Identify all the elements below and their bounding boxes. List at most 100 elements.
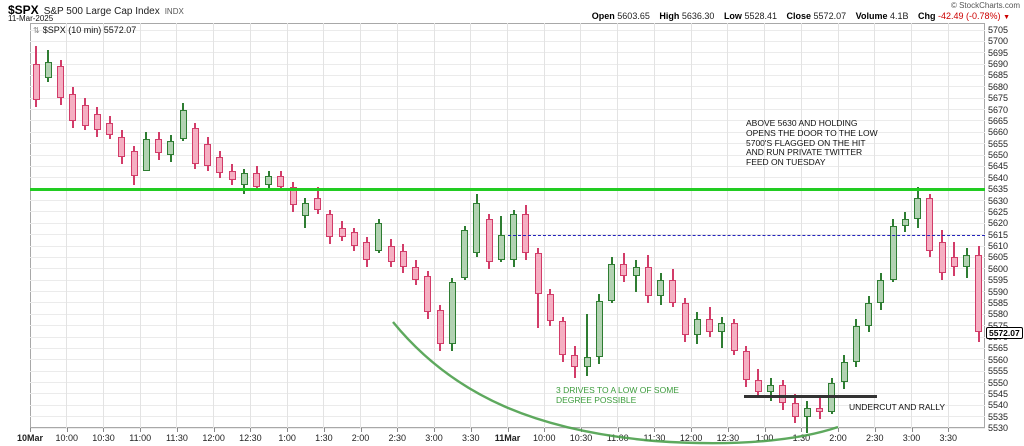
x-axis-tick-label: 10Mar <box>16 433 44 443</box>
x-axis-tick-label: 10:00 <box>55 433 78 443</box>
chart-legend: ⇅ $SPX (10 min) 5572.07 <box>33 25 136 35</box>
candle-body <box>926 198 934 251</box>
x-axis-tick <box>323 428 325 432</box>
y-axis-tick-label: 5660 <box>988 127 1009 138</box>
gridline-vertical <box>764 23 766 428</box>
symbol-exchange: INDX <box>164 7 184 16</box>
candle-body <box>326 214 334 237</box>
candle-body <box>93 114 101 131</box>
candle-body <box>118 136 126 158</box>
gridline-vertical <box>874 23 876 428</box>
candle-body <box>877 280 885 303</box>
y-axis-tick-label: 5560 <box>988 354 1009 365</box>
gridline-vertical <box>360 23 362 428</box>
gridline-vertical <box>176 23 178 428</box>
candle-body <box>779 384 787 403</box>
x-axis-tick <box>654 428 656 432</box>
y-axis-tick-label: 5610 <box>988 241 1009 252</box>
x-axis-tick <box>176 428 178 432</box>
candle-body <box>852 325 860 363</box>
chart-date: 11-Mar-2025 <box>8 14 54 23</box>
candle-body <box>289 186 297 206</box>
annotation-undercut: UNDERCUT AND RALLY <box>849 402 946 412</box>
candle-body <box>767 384 775 392</box>
x-axis-tick <box>617 428 619 432</box>
low-label: Low <box>723 11 742 21</box>
candle-body <box>816 407 824 413</box>
y-axis-tick-label: 5700 <box>988 36 1009 47</box>
x-axis-tick-label: 3:30 <box>462 433 480 443</box>
candle-body <box>718 323 726 333</box>
y-axis-tick-label: 5680 <box>988 81 1009 92</box>
y-axis-tick-label: 5675 <box>988 93 1009 104</box>
chg-value: -42.49 (-0.78%) <box>938 11 1001 21</box>
gridline-vertical <box>470 23 472 428</box>
annotation-three-drives: 3 DRIVES TO A LOW OF SOME DEGREE POSSIBL… <box>556 385 679 405</box>
y-axis-tick-label: 5620 <box>988 218 1009 229</box>
y-axis-tick-label: 5600 <box>988 263 1009 274</box>
undercut-line <box>743 395 878 399</box>
candle-body <box>522 214 530 253</box>
x-axis-tick <box>470 428 472 432</box>
x-axis-tick-label: 3:30 <box>939 433 958 443</box>
candle-body <box>914 198 922 219</box>
candle-body <box>350 232 358 247</box>
y-axis-tick-label: 5650 <box>988 150 1009 161</box>
chg-down-triangle-icon[interactable]: ▼ <box>1003 14 1010 21</box>
candle-body <box>657 280 665 297</box>
gridline-vertical <box>800 23 802 428</box>
gridline-vertical <box>690 23 692 428</box>
candle-body <box>620 264 628 276</box>
x-axis-tick-label: 10:30 <box>569 433 593 443</box>
x-axis-tick <box>727 428 729 432</box>
candle-body <box>142 139 150 171</box>
y-axis-tick-label: 5630 <box>988 195 1009 206</box>
candle-body <box>608 264 616 301</box>
candle-body <box>424 275 432 312</box>
y-axis-tick-label: 5655 <box>988 138 1009 149</box>
x-axis-tick <box>140 428 142 432</box>
candle-body <box>571 355 579 367</box>
x-axis-tick <box>213 428 215 432</box>
candle-body <box>644 266 652 297</box>
y-axis-tick-label: 5695 <box>988 47 1009 58</box>
y-axis-tick-label: 5670 <box>988 104 1009 115</box>
gridline-vertical <box>727 23 729 428</box>
x-axis-tick-label: 10:30 <box>92 433 115 443</box>
series-toggle-icon[interactable]: ⇅ <box>33 26 40 35</box>
candle-body <box>363 241 371 260</box>
y-axis-tick-label: 5535 <box>988 411 1009 422</box>
y-axis-tick-label: 5580 <box>988 309 1009 320</box>
candle-body <box>265 175 273 185</box>
x-axis-tick-label: 12:30 <box>239 433 262 443</box>
candle-body <box>436 309 444 344</box>
candle-body <box>32 64 40 101</box>
candle-body <box>901 218 909 226</box>
y-axis-tick-label: 5640 <box>988 172 1009 183</box>
candle-body <box>412 266 420 281</box>
candle-body <box>204 143 212 167</box>
gridline-vertical <box>433 23 435 428</box>
chart-header: $SPX S&P 500 Large Cap Index INDX <box>8 1 184 19</box>
candle-body <box>253 173 260 187</box>
candle-body <box>461 230 469 278</box>
last-price-tag: 5572.07 <box>986 326 1023 339</box>
x-axis-tick <box>397 428 399 432</box>
candle-body <box>216 157 224 174</box>
gridline-vertical <box>139 23 141 428</box>
y-axis-tick-label: 5530 <box>988 423 1009 433</box>
close-label: Close <box>786 11 812 21</box>
candle-body <box>179 109 187 140</box>
x-axis-tick <box>507 428 509 432</box>
gridline-vertical <box>543 23 545 428</box>
y-axis-tick-label: 5605 <box>988 252 1009 263</box>
x-axis-tick <box>948 428 950 432</box>
symbol: $SPX <box>8 3 39 17</box>
candle-body <box>534 252 542 294</box>
close-value: 5572.07 <box>813 11 847 21</box>
x-axis-tick-label: 2:00 <box>351 433 370 443</box>
candle-body <box>301 202 309 217</box>
x-axis-tick <box>103 428 105 432</box>
gridline-vertical <box>213 23 215 428</box>
resistance-line <box>30 188 985 192</box>
